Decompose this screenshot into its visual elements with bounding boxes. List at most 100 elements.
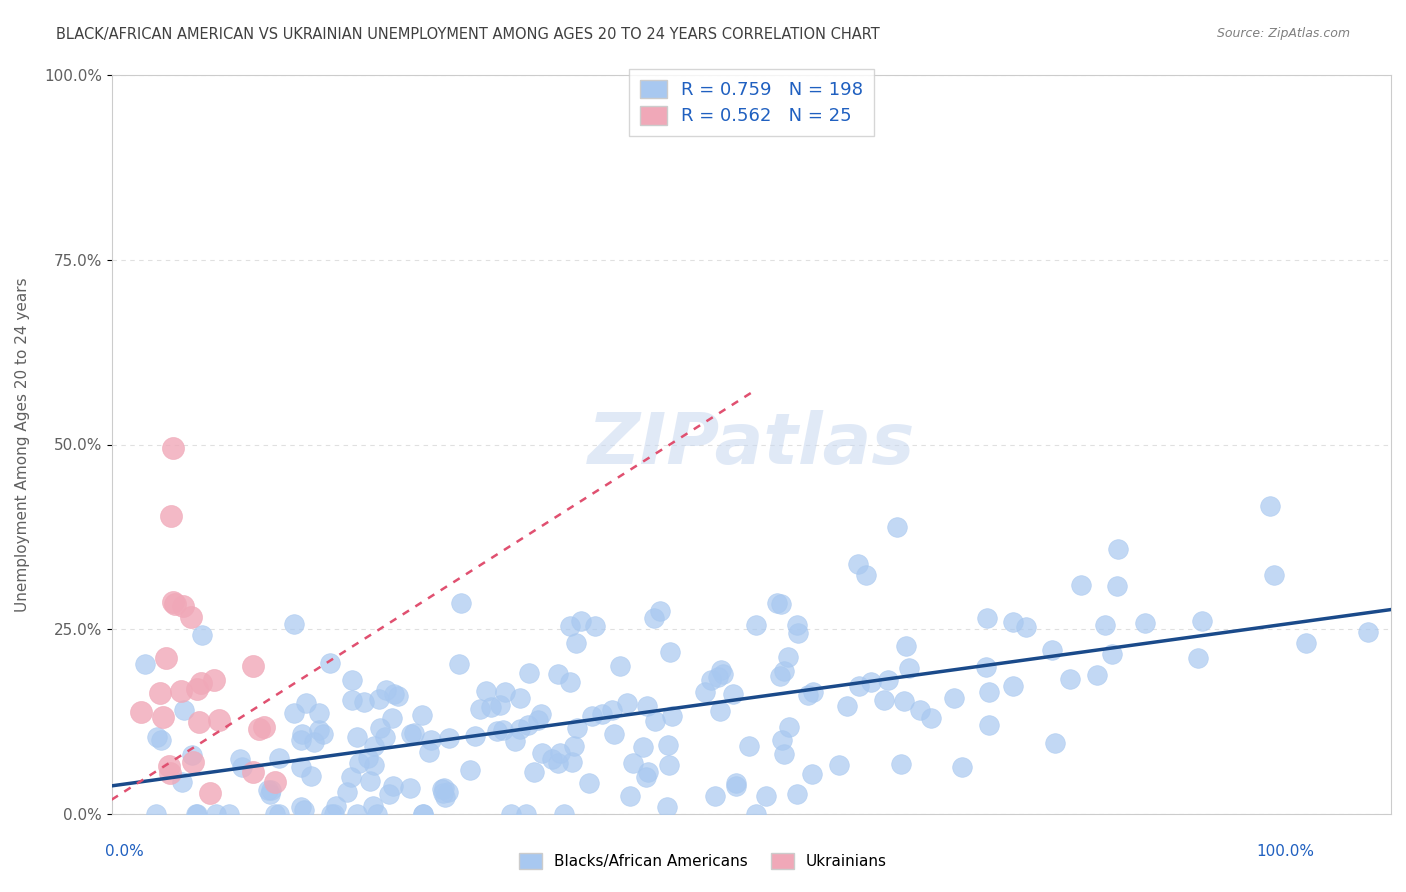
Point [773, 747, 796, 761]
Point [603, 727, 626, 741]
Point [190, 676, 212, 690]
Point [283, 706, 305, 721]
Point [515, 807, 537, 822]
Point [828, 758, 851, 772]
Point [540, 752, 562, 766]
Point [523, 765, 546, 780]
Point [412, 807, 434, 822]
Point [943, 690, 966, 705]
Point [181, 756, 204, 770]
Point [890, 756, 912, 771]
Point [547, 667, 569, 681]
Point [200, 786, 222, 800]
Point [553, 807, 575, 822]
Point [430, 782, 453, 797]
Point [1295, 636, 1317, 650]
Point [745, 618, 768, 632]
Point [659, 645, 682, 659]
Point [1002, 615, 1025, 630]
Point [450, 596, 472, 610]
Point [950, 760, 973, 774]
Point [468, 702, 491, 716]
Point [1059, 673, 1081, 687]
Point [886, 520, 908, 534]
Point [186, 681, 208, 696]
Point [710, 663, 733, 677]
Point [609, 659, 631, 673]
Point [260, 783, 283, 797]
Point [591, 707, 613, 722]
Point [769, 597, 792, 611]
Point [149, 686, 172, 700]
Point [308, 723, 330, 737]
Point [159, 509, 181, 524]
Point [491, 723, 513, 737]
Point [565, 636, 588, 650]
Point [479, 700, 502, 714]
Point [368, 691, 391, 706]
Point [152, 710, 174, 724]
Point [569, 614, 592, 628]
Point [353, 695, 375, 709]
Point [366, 807, 388, 822]
Point [661, 708, 683, 723]
Point [619, 789, 641, 804]
Point [458, 763, 481, 777]
Text: 0.0%: 0.0% [105, 845, 145, 859]
Point [724, 776, 747, 790]
Point [290, 732, 312, 747]
Point [257, 783, 280, 797]
Point [896, 639, 918, 653]
Point [308, 706, 330, 721]
Point [1040, 643, 1063, 657]
Point [860, 674, 883, 689]
Point [432, 786, 454, 800]
Point [186, 807, 208, 822]
Point [657, 738, 679, 752]
Point [921, 711, 943, 725]
Point [218, 807, 240, 822]
Point [418, 745, 440, 759]
Point [170, 683, 193, 698]
Point [773, 664, 796, 678]
Point [976, 660, 998, 674]
Point [412, 807, 434, 822]
Point [190, 628, 212, 642]
Point [509, 691, 531, 706]
Point [242, 659, 264, 673]
Point [173, 703, 195, 717]
Point [269, 807, 291, 822]
Point [474, 684, 496, 698]
Point [855, 568, 877, 582]
Point [319, 657, 342, 671]
Point [1002, 679, 1025, 693]
Point [283, 617, 305, 632]
Point [336, 785, 359, 799]
Y-axis label: Unemployment Among Ages 20 to 24 years: Unemployment Among Ages 20 to 24 years [15, 277, 30, 612]
Point [361, 798, 384, 813]
Point [631, 740, 654, 755]
Point [1107, 541, 1129, 556]
Point [146, 730, 169, 744]
Point [709, 704, 731, 718]
Point [796, 688, 818, 702]
Point [299, 769, 322, 783]
Point [292, 803, 315, 817]
Point [398, 780, 420, 795]
Point [363, 757, 385, 772]
Point [346, 731, 368, 745]
Point [530, 746, 553, 760]
Point [162, 442, 184, 456]
Text: ZIPatlas: ZIPatlas [588, 410, 915, 479]
Point [319, 807, 342, 822]
Point [208, 713, 231, 727]
Point [893, 694, 915, 708]
Point [876, 673, 898, 687]
Point [650, 603, 672, 617]
Point [269, 751, 291, 765]
Point [181, 747, 204, 762]
Text: 100.0%: 100.0% [1257, 845, 1315, 859]
Point [253, 720, 276, 734]
Point [711, 667, 734, 681]
Point [721, 687, 744, 701]
